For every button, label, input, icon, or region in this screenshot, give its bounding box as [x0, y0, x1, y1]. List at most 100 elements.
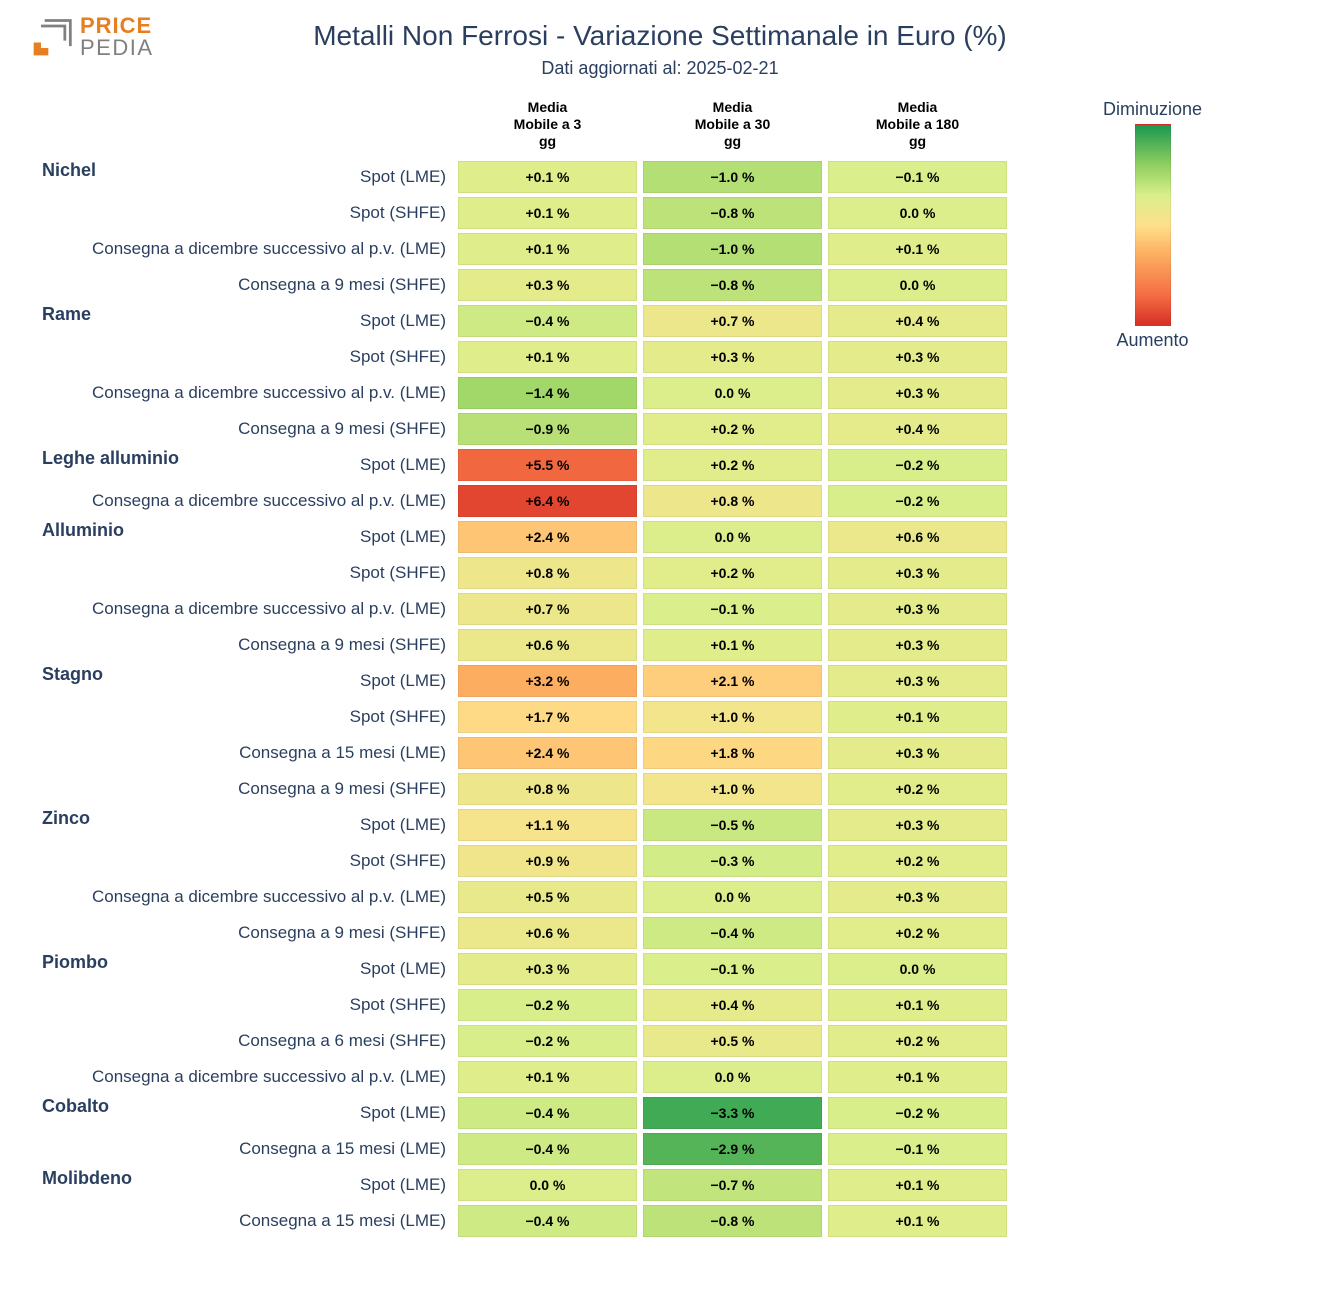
- heatmap-cell: +1.8 %: [643, 737, 822, 769]
- table-row: Consegna a dicembre successivo al p.v. (…: [36, 881, 1007, 913]
- heatmap-cell: +0.1 %: [458, 1061, 637, 1093]
- page-root: PRICE PEDIA Metalli Non Ferrosi - Variaz…: [0, 0, 1320, 1281]
- row-label: Consegna a dicembre successivo al p.v. (…: [92, 383, 446, 403]
- heatmap-cell: +0.2 %: [643, 449, 822, 481]
- table-row: Spot (SHFE)+0.9 %−0.3 %+0.2 %: [36, 845, 1007, 877]
- row-labels-cell: Consegna a dicembre successivo al p.v. (…: [36, 485, 452, 517]
- table-row: Spot (SHFE)−0.2 %+0.4 %+0.1 %: [36, 989, 1007, 1021]
- heatmap-cell: +0.4 %: [828, 413, 1007, 445]
- heatmap-cell: +0.8 %: [643, 485, 822, 517]
- table-row: ZincoSpot (LME)+1.1 %−0.5 %+0.3 %: [36, 809, 1007, 841]
- heatmap-cell: +0.3 %: [458, 269, 637, 301]
- heatmap-cell: 0.0 %: [643, 1061, 822, 1093]
- page-title: Metalli Non Ferrosi - Variazione Settima…: [20, 20, 1300, 52]
- heatmap-cell: −3.3 %: [643, 1097, 822, 1129]
- table-row: Consegna a 6 mesi (SHFE)−0.2 %+0.5 %+0.2…: [36, 1025, 1007, 1057]
- heatmap-cell: −0.7 %: [643, 1169, 822, 1201]
- heatmap-cell: +0.3 %: [828, 665, 1007, 697]
- group-label: Nichel: [42, 160, 96, 181]
- heatmap-cell: −0.5 %: [643, 809, 822, 841]
- heatmap-cell: +0.2 %: [643, 557, 822, 589]
- heatmap-cell: +3.2 %: [458, 665, 637, 697]
- heatmap-cell: −0.2 %: [828, 1097, 1007, 1129]
- row-labels-cell: StagnoSpot (LME): [36, 665, 452, 697]
- heatmap-cell: +0.2 %: [828, 773, 1007, 805]
- row-labels-cell: Consegna a 15 mesi (LME): [36, 737, 452, 769]
- row-label: Consegna a 9 mesi (SHFE): [238, 635, 446, 655]
- heatmap-cell: 0.0 %: [828, 197, 1007, 229]
- heatmap-cell: +5.5 %: [458, 449, 637, 481]
- heatmap-cell: −0.2 %: [828, 449, 1007, 481]
- heatmap-cell: −0.4 %: [458, 1097, 637, 1129]
- brand-name-bottom: PEDIA: [80, 37, 154, 59]
- row-labels-cell: CobaltoSpot (LME): [36, 1097, 452, 1129]
- table-row: Spot (SHFE)+0.8 %+0.2 %+0.3 %: [36, 557, 1007, 589]
- heatmap-cell: −1.0 %: [643, 161, 822, 193]
- pricepedia-logo-icon: [30, 15, 74, 59]
- heatmap-cell: +0.7 %: [643, 305, 822, 337]
- heatmap-cell: +0.2 %: [643, 413, 822, 445]
- group-label: Cobalto: [42, 1096, 109, 1117]
- row-label: Consegna a dicembre successivo al p.v. (…: [92, 887, 446, 907]
- heatmap-cell: −0.8 %: [643, 197, 822, 229]
- heatmap-cell: +0.3 %: [828, 593, 1007, 625]
- row-labels-cell: Consegna a dicembre successivo al p.v. (…: [36, 377, 452, 409]
- table-row: Consegna a 9 mesi (SHFE)−0.9 %+0.2 %+0.4…: [36, 413, 1007, 445]
- heatmap-cell: 0.0 %: [828, 269, 1007, 301]
- group-label: Leghe alluminio: [42, 448, 179, 469]
- heatmap-cell: +0.3 %: [458, 953, 637, 985]
- row-labels-cell: Nichel Spot (LME): [36, 161, 452, 193]
- table-row: Consegna a 15 mesi (LME)−0.4 %−0.8 %+0.1…: [36, 1205, 1007, 1237]
- heatmap-cell: −1.0 %: [643, 233, 822, 265]
- heatmap-cell: +1.1 %: [458, 809, 637, 841]
- row-labels-cell: Consegna a dicembre successivo al p.v. (…: [36, 233, 452, 265]
- heatmap-cell: +2.1 %: [643, 665, 822, 697]
- row-label: Spot (LME): [360, 959, 446, 979]
- heatmap-cell: +0.7 %: [458, 593, 637, 625]
- row-labels-cell: Consegna a 9 mesi (SHFE): [36, 917, 452, 949]
- table-row: Consegna a 15 mesi (LME)+2.4 %+1.8 %+0.3…: [36, 737, 1007, 769]
- table-row: Consegna a dicembre successivo al p.v. (…: [36, 1061, 1007, 1093]
- row-labels-cell: Consegna a 9 mesi (SHFE): [36, 413, 452, 445]
- table-row: Consegna a 15 mesi (LME)−0.4 %−2.9 %−0.1…: [36, 1133, 1007, 1165]
- heatmap-cell: −0.1 %: [828, 1133, 1007, 1165]
- heatmap-cell: +0.3 %: [828, 341, 1007, 373]
- group-label: Zinco: [42, 808, 90, 829]
- heatmap-cell: −0.1 %: [643, 953, 822, 985]
- table-row: Consegna a 9 mesi (SHFE)+0.8 %+1.0 %+0.2…: [36, 773, 1007, 805]
- table-row: Consegna a dicembre successivo al p.v. (…: [36, 593, 1007, 625]
- heatmap-cell: −0.4 %: [458, 1133, 637, 1165]
- heatmap-cell: +0.5 %: [458, 881, 637, 913]
- row-labels-cell: ZincoSpot (LME): [36, 809, 452, 841]
- row-label: Spot (LME): [360, 167, 446, 187]
- col-header-1: Media Mobile a 30 gg: [643, 99, 822, 157]
- table-row: Consegna a dicembre successivo al p.v. (…: [36, 377, 1007, 409]
- heatmap-cell: +0.4 %: [828, 305, 1007, 337]
- row-label: Spot (SHFE): [350, 851, 446, 871]
- row-labels-cell: Consegna a 9 mesi (SHFE): [36, 773, 452, 805]
- table-row: NichelSpot (LME)+0.1 %−1.0 %−0.1 %: [36, 161, 1007, 193]
- heatmap-cell: 0.0 %: [828, 953, 1007, 985]
- heatmap-cell: +0.1 %: [828, 1205, 1007, 1237]
- table-row: Spot (SHFE)+0.1 %+0.3 %+0.3 %: [36, 341, 1007, 373]
- heatmap-cell: −0.1 %: [828, 161, 1007, 193]
- heatmap-cell: +0.3 %: [828, 809, 1007, 841]
- heatmap-cell: +0.3 %: [828, 557, 1007, 589]
- heatmap-cell: +0.1 %: [643, 629, 822, 661]
- heatmap-cell: +0.3 %: [828, 737, 1007, 769]
- table-row: Leghe alluminioSpot (LME)+5.5 %+0.2 %−0.…: [36, 449, 1007, 481]
- row-label: Spot (SHFE): [350, 203, 446, 223]
- legend-label-top: Diminuzione: [1103, 99, 1202, 120]
- row-labels-cell: Spot (SHFE): [36, 557, 452, 589]
- row-labels-cell: Consegna a dicembre successivo al p.v. (…: [36, 593, 452, 625]
- table-row: AlluminioSpot (LME)+2.4 %0.0 %+0.6 %: [36, 521, 1007, 553]
- row-label: Consegna a 9 mesi (SHFE): [238, 275, 446, 295]
- row-label: Consegna a 15 mesi (LME): [239, 1211, 446, 1231]
- row-label: Spot (LME): [360, 527, 446, 547]
- heatmap-cell: +0.6 %: [458, 917, 637, 949]
- row-label: Consegna a 15 mesi (LME): [239, 1139, 446, 1159]
- heatmap-cell: +2.4 %: [458, 737, 637, 769]
- heatmap-cell: +0.8 %: [458, 557, 637, 589]
- row-labels-cell: PiomboSpot (LME): [36, 953, 452, 985]
- table-row: Consegna a dicembre successivo al p.v. (…: [36, 233, 1007, 265]
